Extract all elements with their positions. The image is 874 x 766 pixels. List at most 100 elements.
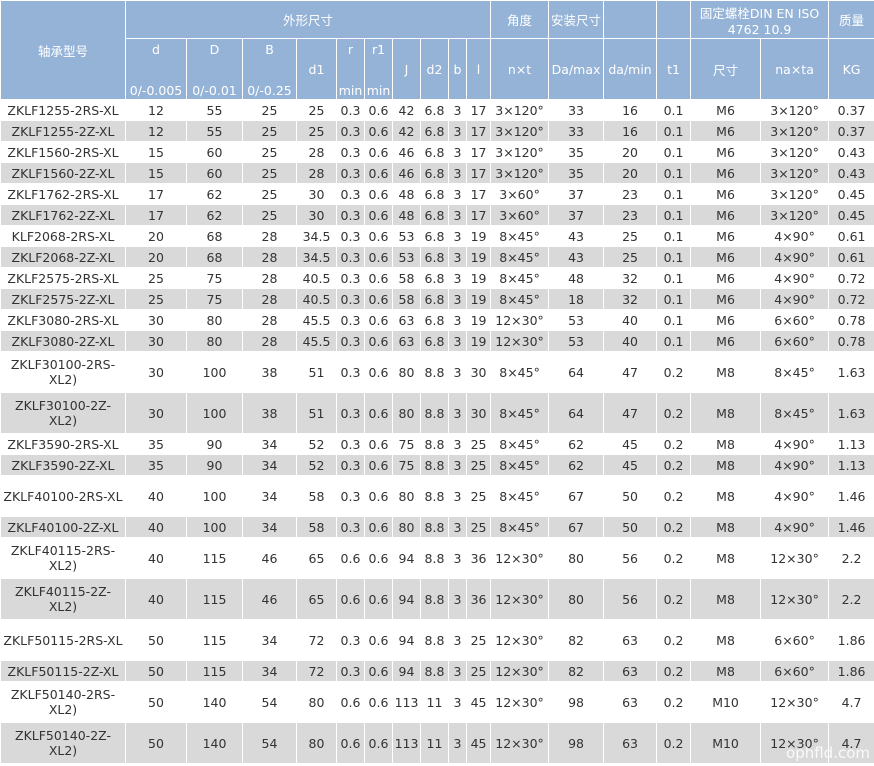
table-cell: 6.8 bbox=[420, 309, 449, 331]
table-cell: 3×120° bbox=[760, 141, 830, 163]
table-cell: 0.61 bbox=[828, 246, 874, 268]
table-cell: 8×45° bbox=[490, 516, 550, 538]
table-cell: 25 bbox=[603, 225, 658, 247]
table-cell: 0.3 bbox=[336, 141, 365, 163]
table-cell: 34 bbox=[242, 433, 297, 455]
column-label: D bbox=[209, 42, 220, 57]
table-cell: 98 bbox=[548, 681, 605, 723]
column-label: d1 bbox=[308, 61, 325, 77]
table-cell: 0.6 bbox=[364, 475, 393, 517]
table-cell: 50 bbox=[125, 722, 187, 764]
table-cell: 43 bbox=[548, 246, 605, 268]
table-cell: 19 bbox=[465, 288, 492, 310]
table-cell: 0.3 bbox=[336, 392, 365, 434]
table-cell: 40 bbox=[125, 578, 187, 620]
table-cell: 25 bbox=[125, 267, 187, 289]
table-cell: 0.3 bbox=[336, 351, 365, 393]
table-cell: 3×120° bbox=[490, 120, 550, 142]
table-cell: 75 bbox=[186, 267, 243, 289]
table-cell: 8×45° bbox=[490, 392, 550, 434]
table-cell: 0.2 bbox=[656, 537, 692, 579]
table-cell: 3 bbox=[448, 433, 467, 455]
table-cell: 38 bbox=[242, 351, 297, 393]
table-cell: 42 bbox=[392, 99, 421, 121]
table-cell: 12×30° bbox=[490, 309, 550, 331]
table-cell: 25 bbox=[603, 246, 658, 268]
table-cell: M6 bbox=[690, 183, 762, 205]
table-cell: 45 bbox=[465, 681, 492, 723]
table-cell: 6.8 bbox=[420, 288, 449, 310]
table-cell: 12×30° bbox=[760, 681, 830, 723]
table-cell: 51 bbox=[296, 392, 337, 434]
table-cell: M6 bbox=[690, 246, 762, 268]
table-cell: 0.3 bbox=[336, 454, 365, 476]
table-cell: 18 bbox=[548, 288, 605, 310]
table-cell: 6.8 bbox=[420, 183, 449, 205]
table-cell: 6.8 bbox=[420, 162, 449, 184]
table-cell: 0.6 bbox=[364, 681, 393, 723]
table-cell: 53 bbox=[392, 225, 421, 247]
table-cell: 0.6 bbox=[364, 433, 393, 455]
table-cell: 30 bbox=[296, 204, 337, 226]
table-cell: 50 bbox=[603, 475, 658, 517]
table-cell: 8.8 bbox=[420, 433, 449, 455]
table-cell: 1.46 bbox=[828, 475, 874, 517]
table-cell: 3×120° bbox=[760, 99, 830, 121]
table-cell: 80 bbox=[296, 681, 337, 723]
table-cell: 140 bbox=[186, 722, 243, 764]
table-cell: 100 bbox=[186, 516, 243, 538]
table-cell: 40 bbox=[603, 330, 658, 352]
table-cell: 19 bbox=[465, 330, 492, 352]
table-cell: 0.6 bbox=[336, 681, 365, 723]
table-cell: M8 bbox=[690, 454, 762, 476]
table-cell: 0.2 bbox=[656, 433, 692, 455]
table-cell: 48 bbox=[548, 267, 605, 289]
table-cell: 32 bbox=[603, 267, 658, 289]
table-row: ZKLF3590-2Z-XL 35 90 34 52 0.3 0.6 75 8.8 3 25 8×45… bbox=[0, 454, 874, 476]
table-row: ZKLF40100-2Z-XL 40 100 34 58 0.3 0.6 80 8.8 3 25 8×… bbox=[0, 516, 874, 538]
table-cell: 30 bbox=[125, 330, 187, 352]
table-cell: 8×45° bbox=[760, 392, 830, 434]
column-label: da/min bbox=[608, 61, 652, 77]
table-cell: 113 bbox=[392, 681, 421, 723]
table-cell: 0.6 bbox=[364, 722, 393, 764]
header-cell: 轴承型号 bbox=[0, 0, 126, 100]
table-cell: 80 bbox=[548, 537, 605, 579]
table-cell: 33 bbox=[548, 120, 605, 142]
table-cell: 15 bbox=[125, 162, 187, 184]
table-row: ZKLF40115-2Z-XL2) 40 115 46 65 0.6 0.6 94 8.8 3 36… bbox=[0, 578, 874, 620]
table-cell: 94 bbox=[392, 619, 421, 661]
table-cell: M6 bbox=[690, 288, 762, 310]
table-cell: 3 bbox=[448, 537, 467, 579]
column-label: t1 bbox=[667, 61, 680, 77]
table-cell: 28 bbox=[242, 267, 297, 289]
table-cell: 3×120° bbox=[760, 162, 830, 184]
table-cell: 0.6 bbox=[364, 288, 393, 310]
table-cell: 0.1 bbox=[656, 162, 692, 184]
table-cell: 12×30° bbox=[490, 619, 550, 661]
table-cell: 8×45° bbox=[490, 433, 550, 455]
table-cell: 98 bbox=[548, 722, 605, 764]
table-cell: 94 bbox=[392, 537, 421, 579]
table-cell: 0.43 bbox=[828, 162, 874, 184]
table-cell: 0.6 bbox=[364, 225, 393, 247]
model-cell: ZKLF50115-2Z-XL bbox=[0, 660, 126, 682]
table-cell: 4×90° bbox=[760, 288, 830, 310]
table-cell: 6×60° bbox=[760, 309, 830, 331]
table-cell: 0.43 bbox=[828, 141, 874, 163]
table-cell: 6×60° bbox=[760, 330, 830, 352]
table-cell: 8×45° bbox=[490, 246, 550, 268]
table-cell: 0.6 bbox=[364, 454, 393, 476]
table-cell: 0.2 bbox=[656, 660, 692, 682]
table-cell: 25 bbox=[465, 660, 492, 682]
table-cell: 17 bbox=[465, 204, 492, 226]
table-cell: 46 bbox=[242, 578, 297, 620]
table-cell: 8.8 bbox=[420, 578, 449, 620]
model-cell: ZKLF3590-2Z-XL bbox=[0, 454, 126, 476]
table-cell: 0.72 bbox=[828, 267, 874, 289]
table-cell: 3×120° bbox=[760, 204, 830, 226]
column-header: D 0/-0.01 bbox=[186, 38, 243, 100]
table-row: ZKLF2575-2RS-XL 25 75 28 40.5 0.3 0.6 58 6.8 3 19 8… bbox=[0, 267, 874, 289]
watermark: ophfld.com bbox=[786, 744, 870, 762]
table-cell: 1.13 bbox=[828, 433, 874, 455]
